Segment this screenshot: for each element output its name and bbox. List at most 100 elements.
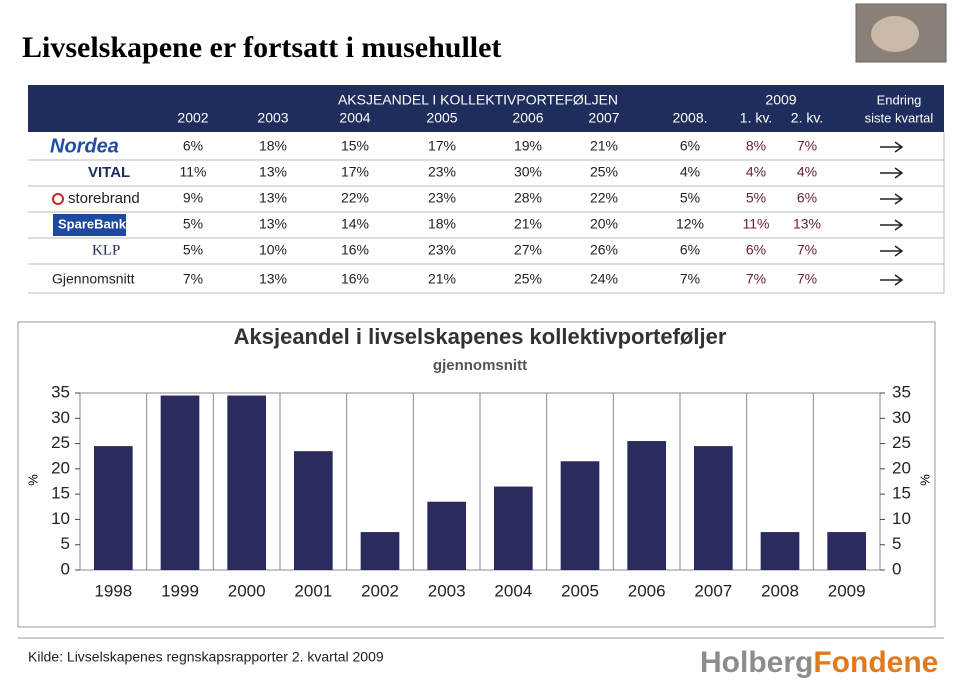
table-group: 2009 [765,92,796,108]
column-header: 2. kv. [791,110,823,126]
bar [827,532,866,570]
row-label: KLP [92,242,120,258]
trend-arrow [880,141,904,153]
y2-tick-label: 15 [892,484,911,503]
table-heading: AKSJEANDEL I KOLLEKTIVPORTEFØLJEN [338,92,618,108]
logo-second: Fondene [813,646,938,679]
trend-arrow [880,219,904,231]
column-header: 2002 [177,110,208,126]
bar [494,486,533,570]
table-cell: 9% [183,190,203,206]
bar [94,446,133,570]
row-label: Gjennomsnitt [52,271,135,287]
y2-tick-label: 35 [892,382,911,401]
x-tick-label: 1998 [94,581,132,600]
x-tick-label: 2006 [628,581,666,600]
bar [627,441,666,570]
y2-tick-label: 0 [892,559,901,578]
column-header: 2006 [512,110,543,126]
table-cell: 6% [680,242,700,258]
column-header: 2008. [672,110,707,126]
table-cell: 23% [428,164,456,180]
row-label: VITAL [88,164,130,181]
table-header-band [28,85,944,132]
x-tick-label: 2007 [694,581,732,600]
column-header: 2007 [588,110,619,126]
table-cell: 18% [428,216,456,232]
y-tick-label: 15 [51,484,70,503]
x-tick-label: 2002 [361,581,399,600]
logo-first: Holberg [700,646,813,679]
y2-tick-label: 25 [892,433,911,452]
table-cell: 7% [797,271,817,287]
table-cell: 16% [341,271,369,287]
table-cell: 20% [590,216,618,232]
slide-title: Livselskapene er fortsatt i musehullet [22,31,501,64]
table-cell: 6% [797,190,817,206]
x-tick-label: 2008 [761,581,799,600]
y-tick-label: 5 [61,534,70,553]
x-tick-label: 2005 [561,581,599,600]
column-header: 2005 [426,110,457,126]
y-axis-label: % [25,474,40,486]
y-tick-label: 20 [51,458,70,477]
bar [560,461,600,570]
y2-tick-label: 10 [892,509,911,528]
y-tick-label: 10 [51,509,70,528]
bar [760,532,800,570]
table-cell: 16% [341,242,369,258]
table-cell: 7% [183,271,203,287]
table-cell: 22% [341,190,369,206]
table-cell: 27% [514,242,542,258]
trend-arrow [880,193,904,205]
table-cell: 18% [259,138,287,154]
row-logo-mark [52,193,64,205]
x-tick-label: 2009 [828,581,866,600]
table-cell: 6% [183,138,203,154]
y-tick-label: 35 [51,382,70,401]
column-header: 2003 [257,110,288,126]
table-cell: 26% [590,242,618,258]
y2-axis-label: % [917,474,932,486]
x-tick-label: 2004 [494,581,532,600]
table-cell: 7% [797,242,817,258]
row-label: SpareBank 1 [58,216,137,231]
y-tick-label: 25 [51,433,70,452]
chart-subtitle: gjennomsnitt [433,357,527,374]
change-header: Endring [877,92,922,107]
table-cell: 13% [259,190,287,206]
bar [427,501,466,570]
trend-arrow [880,167,904,179]
table-cell: 6% [746,242,766,258]
y-tick-label: 30 [51,408,70,427]
column-header: 1. kv. [740,110,772,126]
row-label: storebrand [68,190,140,207]
row-logo-box [53,214,126,236]
table-cell: 19% [514,138,542,154]
y2-tick-label: 30 [892,408,911,427]
table-cell: 8% [746,138,766,154]
x-tick-label: 2000 [228,581,266,600]
x-tick-label: 1999 [161,581,199,600]
table-cell: 24% [590,271,618,287]
table-cell: 13% [259,216,287,232]
table-cell: 5% [746,190,766,206]
table-cell: 25% [590,164,618,180]
table-cell: 11% [743,216,770,232]
table-cell: 4% [680,164,700,180]
table-cell: 23% [428,242,456,258]
y2-tick-label: 5 [892,534,901,553]
change-header: siste kvartal [865,110,934,125]
table-cell: 7% [746,271,766,287]
table-cell: 4% [797,164,817,180]
source: Kilde: Livselskapenes regnskapsrapporter… [28,649,384,665]
table-cell: 5% [183,242,203,258]
table-cell: 21% [590,138,618,154]
table-cell: 13% [259,271,287,287]
table-cell: 12% [676,216,704,232]
table-cell: 21% [514,216,542,232]
table-cell: 30% [514,164,542,180]
x-tick-label: 2003 [428,581,466,600]
table-cell: 5% [680,190,700,206]
